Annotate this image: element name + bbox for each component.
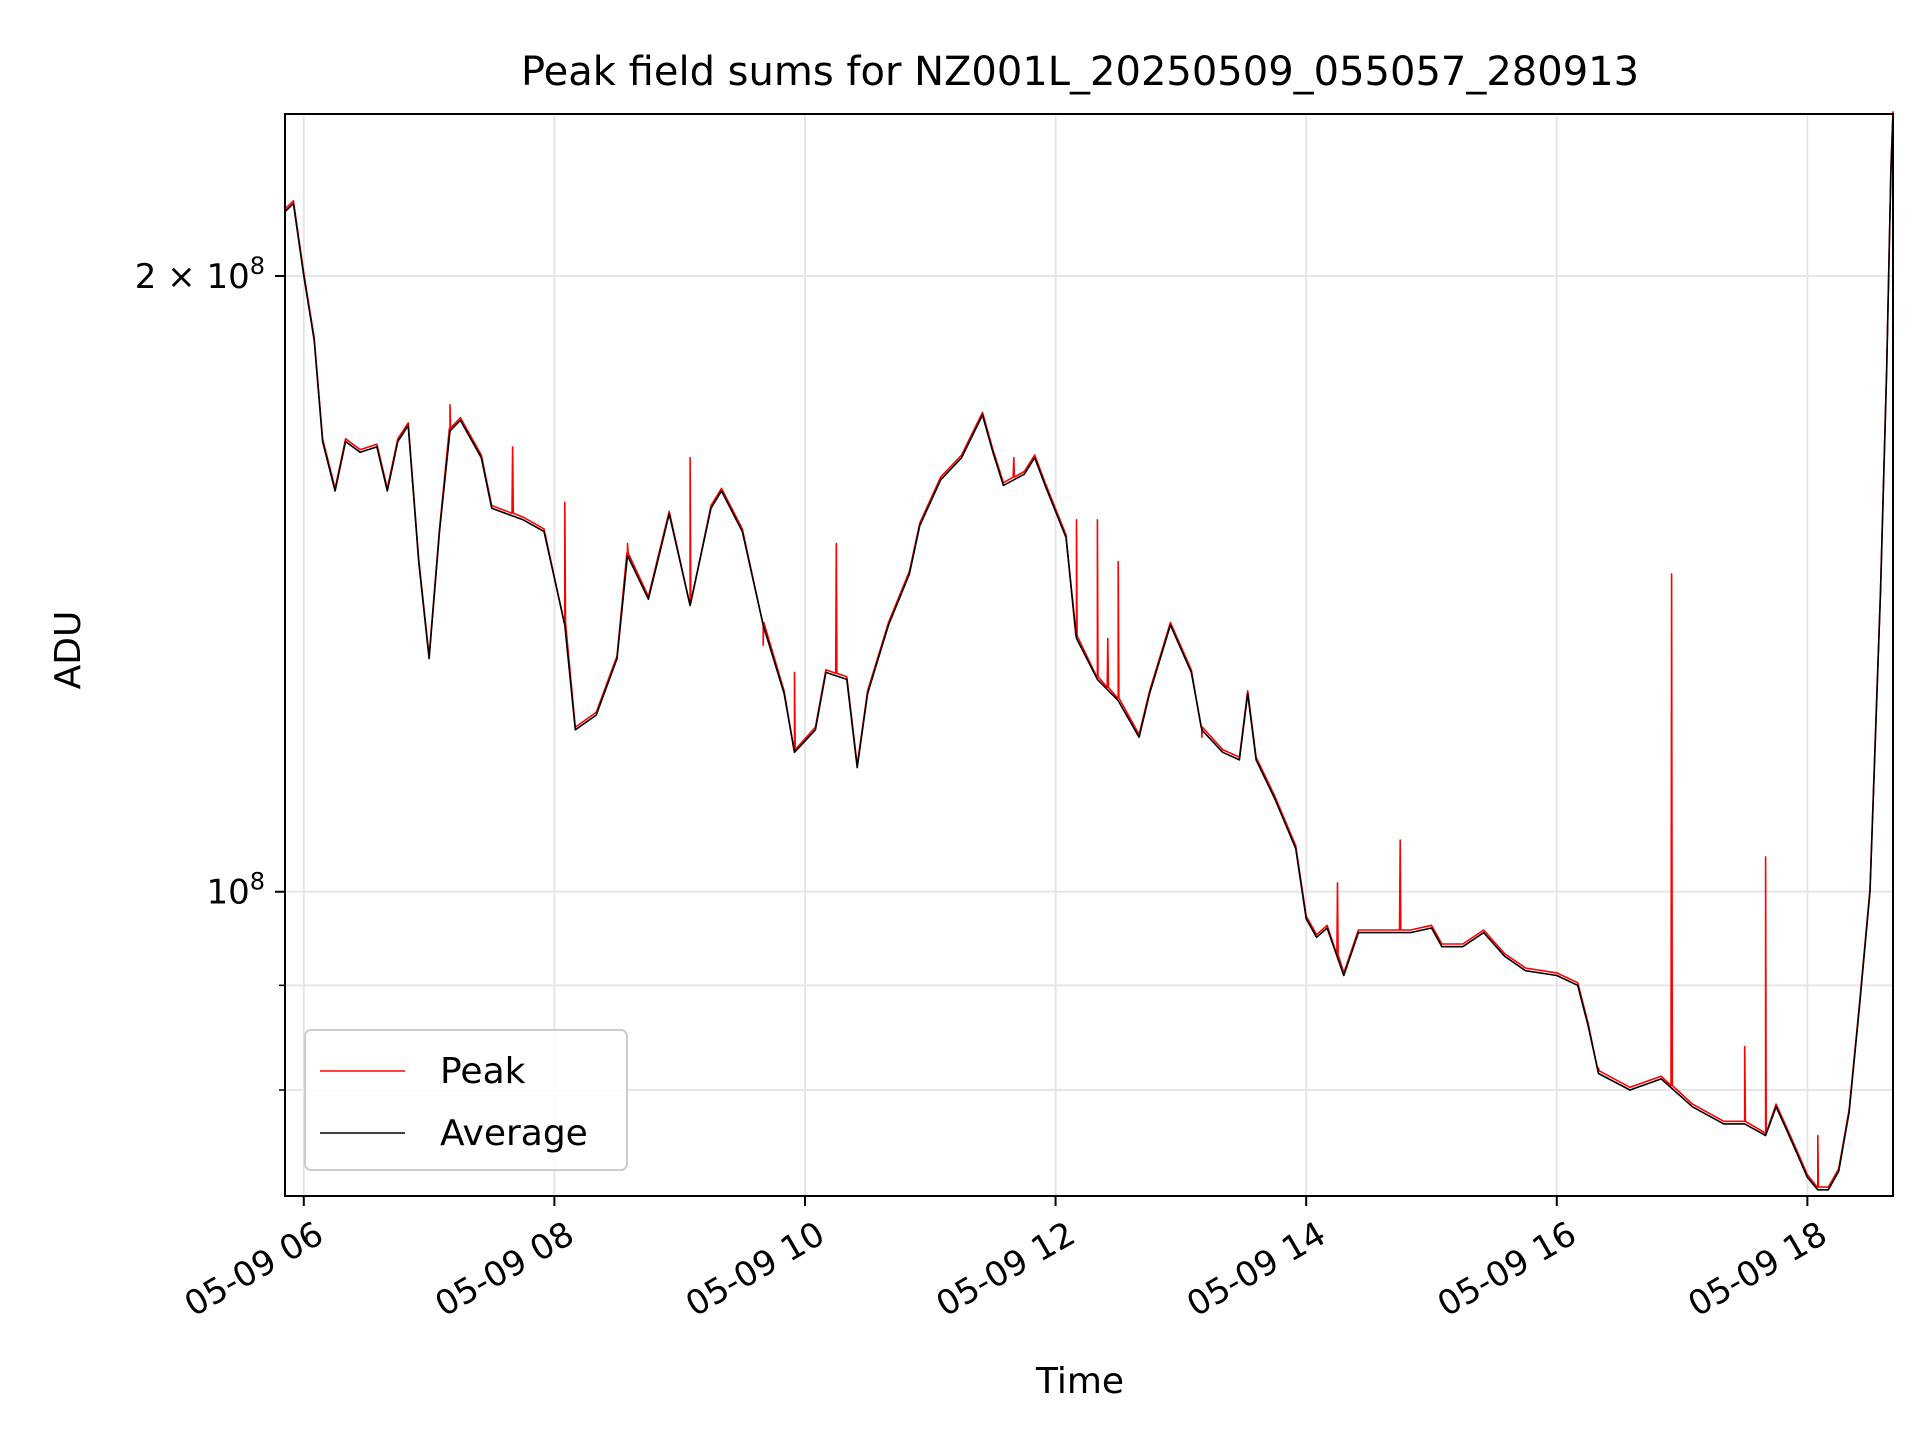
average-line <box>284 113 1894 1191</box>
legend-box <box>304 1029 628 1171</box>
chart-title: Peak field sums for NZ001L_20250509_0550… <box>521 49 1639 95</box>
grid <box>285 114 1893 1196</box>
legend: Peak Average <box>304 1029 628 1171</box>
y-tick-label: 108 <box>206 868 265 913</box>
x-axis-label: Time <box>1035 1361 1124 1402</box>
plot-frame <box>284 113 1894 1197</box>
plot-area <box>284 111 1894 1191</box>
y-tick-label: 2 × 108 <box>135 252 265 297</box>
legend-label-peak: Peak <box>440 1051 526 1092</box>
legend-label-average: Average <box>440 1113 588 1154</box>
y-axis: 108 2 × 108 <box>135 252 285 1091</box>
y-axis-label: ADU <box>48 611 89 690</box>
